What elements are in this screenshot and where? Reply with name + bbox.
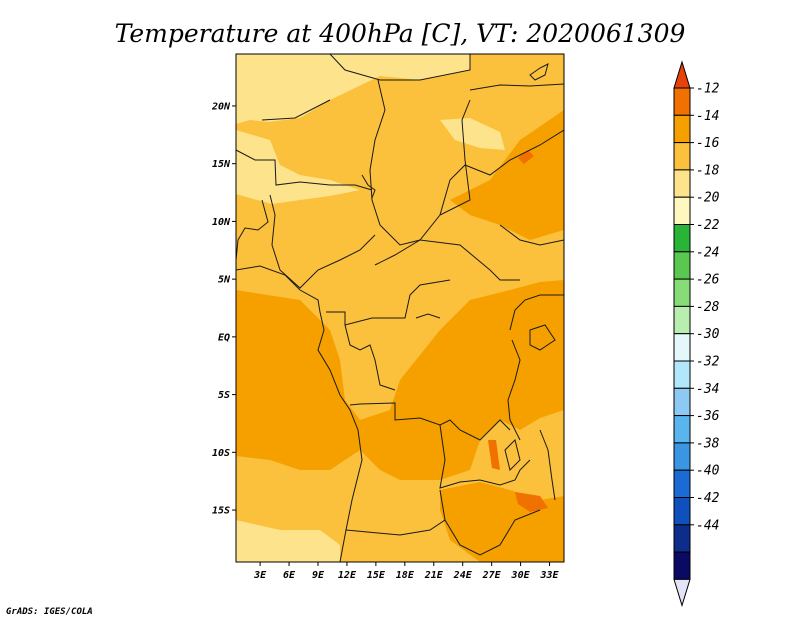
colorbar-label-2: -16	[696, 136, 720, 151]
colorbar-swatch-9	[673, 333, 691, 362]
x-tick-label-10: 33E	[539, 570, 559, 581]
y-tick-label-3: 5N	[218, 275, 231, 286]
y-tick-label-7: 15S	[212, 506, 230, 517]
colorbar-swatch-12	[673, 415, 691, 444]
sinai-outline	[529, 63, 549, 81]
warm-pocket-north	[518, 150, 534, 164]
x-tick-label-8: 27E	[482, 570, 502, 581]
x-tick-label-3: 12E	[338, 570, 357, 581]
country-borders	[236, 54, 564, 562]
border-west-sahel	[236, 149, 373, 191]
lake-victoria	[529, 324, 556, 351]
border-northwest	[261, 99, 331, 121]
colorbar-swatch-17	[673, 551, 691, 580]
axis-ticks: 3E 6E 9E 12E 15E 18E 21E 24E 27E 30E 33E 20N 15N 10N 5…	[211, 101, 560, 581]
border-congo	[344, 324, 396, 391]
colorbar-swatch-3	[673, 169, 691, 198]
y-tick-label-2: 10N	[212, 217, 231, 228]
border-nigeria-cameroon	[269, 194, 376, 289]
y-tick-label-6: 10S	[212, 448, 230, 459]
border-car-sudan	[374, 239, 520, 281]
chart-title: Temperature at 400hPa [C], VT: 202006130…	[115, 19, 686, 48]
colorbar-label-1: -14	[696, 109, 719, 124]
border-congo-north	[326, 279, 451, 326]
plot-frame	[235, 53, 565, 563]
colorbar-label-12: -36	[696, 409, 720, 424]
colorbar-swatch-8	[673, 305, 691, 335]
colorbar-bottom-triangle	[673, 578, 691, 608]
colorbar-swatch-6	[673, 251, 691, 280]
x-tick-label-6: 21E	[424, 570, 444, 581]
border-lakes	[507, 339, 521, 441]
coastline-west	[236, 265, 363, 562]
colorbar: -12 -14 -16 -18 -20 -22 -24 -26 -28 -30 -32 -34 -36 -…	[673, 60, 720, 608]
colorbar-label-4: -20	[696, 191, 720, 206]
warm-pocket-south	[515, 492, 548, 512]
x-tick-label-9: 30E	[511, 570, 531, 581]
lake-chad	[361, 174, 376, 199]
colorbar-label-5: -22	[696, 218, 720, 233]
colorbar-label-7: -26	[696, 273, 720, 288]
colorbar-label-9: -30	[696, 327, 720, 342]
x-tick-label-0: 3E	[253, 570, 267, 581]
temperature-field	[236, 54, 564, 562]
warm-region-northeast	[450, 110, 564, 240]
x-tick-label-2: 9E	[312, 570, 325, 581]
river-trace	[415, 313, 441, 319]
border-southeast	[539, 429, 556, 501]
colorbar-top-triangle	[673, 60, 691, 89]
x-tick-label-5: 18E	[396, 570, 415, 581]
colorbar-swatch-10	[673, 360, 691, 389]
cold-region-southwest	[236, 520, 340, 562]
border-central-north	[369, 79, 471, 246]
colorbar-swatch-1	[673, 114, 691, 144]
x-tick-label-4: 15E	[367, 570, 386, 581]
colorbar-label-3: -18	[696, 163, 720, 178]
cold-region-north	[236, 54, 470, 124]
colorbar-label-14: -40	[696, 464, 720, 479]
colorbar-swatch-15	[673, 497, 691, 526]
y-tick-label-0: 20N	[211, 101, 231, 112]
grads-credit: GrADS: IGES/COLA	[6, 607, 93, 617]
colorbar-swatch-2	[673, 142, 691, 171]
colorbar-label-10: -32	[696, 355, 720, 370]
cold-patch-sahara	[440, 118, 505, 150]
colorbar-label-15: -42	[696, 491, 720, 506]
cold-region-northwest	[236, 130, 360, 204]
warm-region-central	[236, 280, 564, 480]
colorbar-swatch-7	[673, 278, 691, 307]
colorbar-swatch-4	[673, 196, 691, 225]
border-angola-drc	[349, 402, 511, 441]
colorbar-label-13: -38	[696, 436, 720, 451]
colorbar-label-16: -44	[696, 518, 719, 533]
colorbar-label-6: -24	[696, 245, 719, 260]
colorbar-swatch-0	[673, 87, 691, 116]
y-tick-label-1: 15N	[212, 159, 231, 170]
y-tick-label-4: EQ	[218, 332, 230, 343]
border-sudan	[439, 129, 564, 216]
colorbar-swatch-16	[673, 524, 691, 553]
border-east-africa	[509, 294, 564, 331]
colorbar-label-0: -12	[696, 82, 720, 97]
warm-pocket-lake	[488, 440, 500, 470]
colorbar-label-8: -28	[696, 300, 720, 315]
lake-patch	[504, 439, 521, 471]
x-tick-label-7: 24E	[453, 570, 473, 581]
border-east	[499, 224, 564, 246]
colorbar-swatch-13	[673, 442, 691, 471]
colorbar-swatch-5	[673, 224, 691, 253]
border-botswana-zimbabwe	[444, 509, 541, 556]
colorbar-label-11: -34	[696, 382, 719, 397]
border-zambia	[439, 424, 531, 489]
border-north	[329, 54, 471, 81]
coast-mediterranean	[469, 83, 564, 91]
colorbar-swatch-14	[673, 469, 691, 499]
x-tick-label-1: 6E	[283, 570, 296, 581]
colorbar-swatch-11	[673, 387, 691, 417]
border-namibia	[345, 489, 446, 536]
y-tick-label-5: 5S	[218, 390, 230, 401]
border-guinea	[236, 199, 269, 261]
